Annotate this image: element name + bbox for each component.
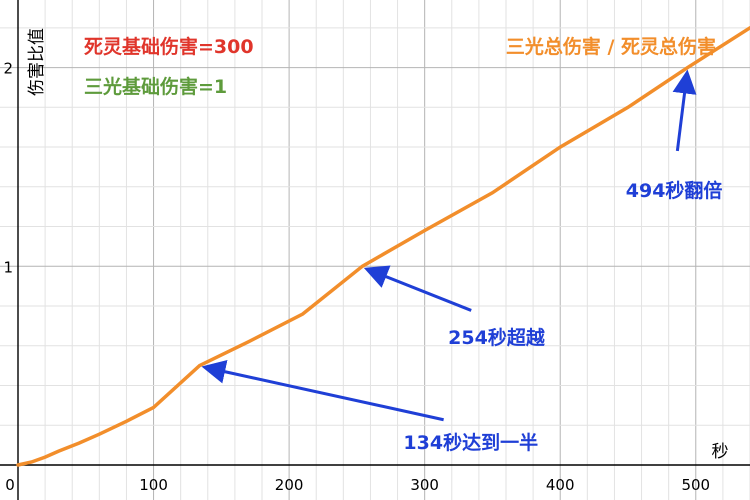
x-axis-title: 秒 [712, 442, 729, 462]
x-tick-label-300: 300 [410, 476, 439, 494]
x-tick-label-0: 0 [5, 476, 15, 494]
series-line-0 [16, 26, 750, 467]
annotation-arrow-1 [363, 265, 472, 312]
x-tick-label-100: 100 [139, 476, 168, 494]
annotation-arrow-0 [201, 359, 444, 422]
info-texts: 死灵基础伤害=300 三光基础伤害=1 三光总伤害 / 死灵总伤害 [84, 35, 716, 98]
y-tick-label-1: 1 [3, 258, 13, 276]
necro-base-damage-text: 死灵基础伤害=300 [84, 35, 254, 58]
annotations: 134秒达到一半 254秒超越 494秒翻倍 [201, 69, 723, 454]
series-title-text: 三光总伤害 / 死灵总伤害 [506, 35, 716, 58]
annotation-arrow-2 [672, 69, 697, 152]
x-tick-label-400: 400 [546, 476, 575, 494]
y-tick-label-2: 2 [3, 60, 13, 78]
trinity-base-damage-text: 三光基础伤害=1 [84, 75, 227, 98]
series [16, 26, 750, 467]
annotation-label-0: 134秒达到一半 [403, 431, 538, 454]
annotation-label-2: 494秒翻倍 [626, 179, 723, 202]
x-tick-label-500: 500 [681, 476, 710, 494]
y-axis-title: 伤害比值 [27, 28, 47, 96]
tick-labels: 0 100 200 300 400 500 1 2 [3, 60, 710, 494]
annotation-label-1: 254秒超越 [448, 326, 546, 349]
x-tick-label-200: 200 [275, 476, 304, 494]
